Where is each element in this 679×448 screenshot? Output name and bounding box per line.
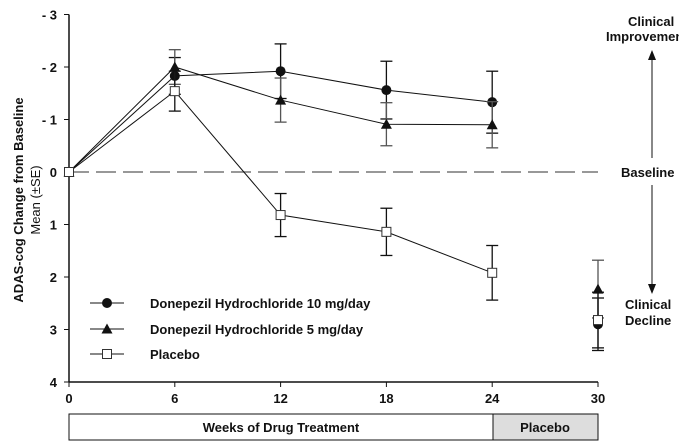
data-point-placebo <box>593 315 603 326</box>
data-point-donepezil-hydrochloride-10-mg-day <box>275 66 286 77</box>
data-point-donepezil-hydrochloride-5-mg-day <box>486 119 498 130</box>
y-tick-label: 3 <box>50 323 57 338</box>
data-point-placebo <box>487 267 498 278</box>
x-tick-label: 18 <box>379 391 393 406</box>
legend-label-10mg: Donepezil Hydrochloride 10 mg/day <box>150 296 371 311</box>
x-tick-label: 30 <box>591 391 605 406</box>
marks <box>63 43 604 359</box>
y-tick-label: 2 <box>50 270 57 285</box>
decline-label-2: Decline <box>625 313 671 328</box>
baseline-label: Baseline <box>621 165 674 180</box>
treatment-phase-label: Weeks of Drug Treatment <box>203 420 360 435</box>
data-point-placebo <box>275 210 286 221</box>
placebo-phase-box <box>492 413 599 441</box>
y-tick-label: 1 <box>50 218 57 233</box>
data-point-donepezil-hydrochloride-5-mg-day <box>592 283 604 294</box>
placebo-phase-label: Placebo <box>520 420 570 435</box>
y-tick-label: - 1 <box>42 113 57 128</box>
x-tick-label: 24 <box>485 391 500 406</box>
x-tick-label: 0 <box>65 391 72 406</box>
improvement-label-2: Improvement <box>606 29 679 44</box>
data-point-donepezil-hydrochloride-5-mg-day <box>380 118 392 129</box>
y-tick-label: - 2 <box>42 60 57 75</box>
data-point-placebo <box>169 86 180 97</box>
improvement-label-1: Clinical <box>628 14 674 29</box>
y-axis-sublabel: Mean (±SE) <box>28 165 43 234</box>
legend-marker-donepezil-hydrochloride-10-mg-day <box>102 298 112 308</box>
x-tick-label: 12 <box>273 391 287 406</box>
data-point-donepezil-hydrochloride-5-mg-day <box>275 94 287 105</box>
data-point-placebo <box>381 226 392 237</box>
legend-label-5mg: Donepezil Hydrochloride 5 mg/day <box>150 322 364 337</box>
legend-marker-placebo <box>102 349 112 359</box>
y-tick-label: 4 <box>50 375 58 390</box>
data-point-donepezil-hydrochloride-5-mg-day <box>169 61 181 72</box>
y-tick-label: - 3 <box>42 8 57 23</box>
data-point-placebo <box>64 167 74 177</box>
legend: Donepezil Hydrochloride 10 mg/day Donepe… <box>150 296 371 362</box>
y-axis-label: ADAS-cog Change from Baseline <box>11 97 26 302</box>
y-tick-label: 0 <box>50 165 57 180</box>
improvement-arrowhead <box>648 50 656 60</box>
decline-arrowhead <box>648 284 656 294</box>
data-point-donepezil-hydrochloride-10-mg-day <box>381 85 392 96</box>
decline-label-1: Clinical <box>625 297 671 312</box>
x-tick-label: 6 <box>171 391 178 406</box>
treatment-phase-box <box>68 413 494 441</box>
legend-label-placebo: Placebo <box>150 347 200 362</box>
legend-marker-donepezil-hydrochloride-5-mg-day <box>101 323 113 334</box>
